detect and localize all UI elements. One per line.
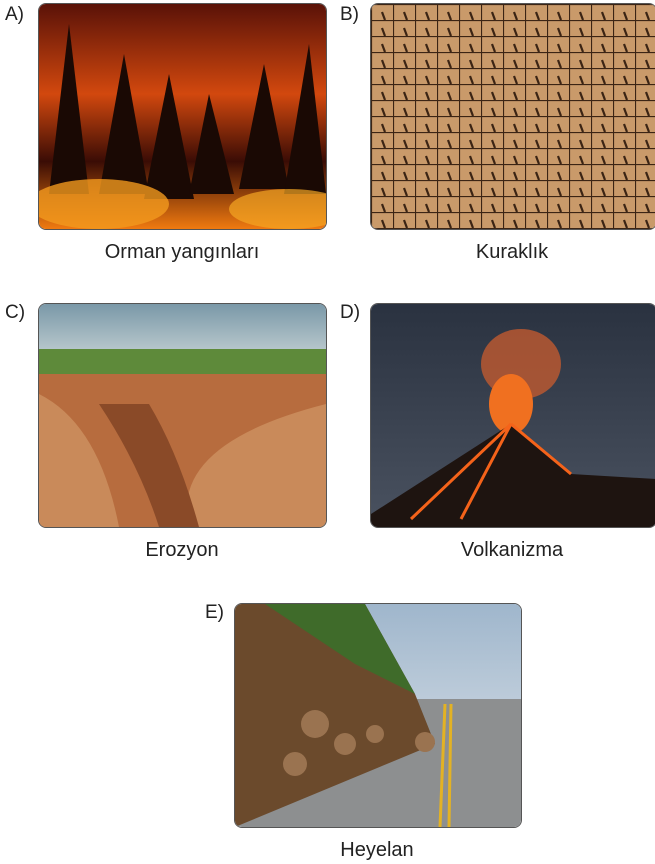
landslide-illustration xyxy=(235,604,521,827)
erosion-image xyxy=(38,303,327,528)
option-letter: C) xyxy=(5,302,25,324)
option-letter: D) xyxy=(340,302,360,324)
volcano-illustration xyxy=(371,304,655,527)
volcano-image xyxy=(370,303,655,528)
option-caption: Kuraklık xyxy=(367,240,655,264)
erosion-illustration xyxy=(39,304,326,527)
option-caption: Volkanizma xyxy=(367,538,655,562)
drought-image xyxy=(370,3,655,230)
drought-illustration xyxy=(371,4,655,229)
option-letter: B) xyxy=(340,4,359,26)
option-caption: Orman yangınları xyxy=(37,240,327,264)
option-letter: E) xyxy=(205,602,224,624)
fire-image xyxy=(38,3,327,230)
option-caption: Heyelan xyxy=(232,838,522,862)
landslide-image xyxy=(234,603,522,828)
fire-illustration xyxy=(39,4,326,229)
option-letter: A) xyxy=(5,4,24,26)
option-caption: Erozyon xyxy=(37,538,327,562)
page: A) Orman yangınları B) Kuraklık C) Erozy… xyxy=(0,0,655,864)
